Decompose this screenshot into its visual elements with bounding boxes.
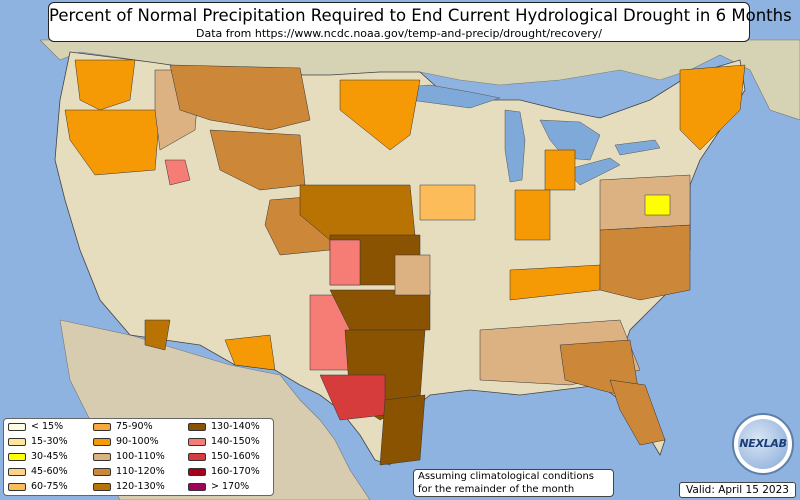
legend-label: 140-150% [211,436,260,447]
legend-swatch [188,482,206,491]
legend-label: < 15% [31,421,64,432]
region-pacific-northwest-90-100 [74,59,136,111]
legend-label: 90-100% [116,436,159,447]
legend-item: 75-90% [93,421,153,433]
legend-item: 60-75% [8,481,68,493]
climatology-note: Assuming climatological conditions for t… [413,469,614,497]
nexlab-logo: NEXLAB [732,413,794,475]
legend-swatch [188,437,206,446]
region-florida-110-120 [609,379,666,446]
legend-item: 150-160% [188,451,260,463]
legend-item: 140-150% [188,436,260,448]
legend: < 15% 15-30% 30-45% 45-60% 60-75% 75-90% 90-10… [3,418,274,496]
valid-date: Valid: April 15 2023 [679,482,796,498]
legend-swatch [8,467,26,476]
drought-regions [64,59,746,466]
legend-swatch [93,482,111,491]
legend-label: 30-45% [31,451,68,462]
legend-label: 100-110% [116,451,165,462]
title-box: Percent of Normal Precipitation Required… [48,2,792,42]
legend-swatch [188,422,206,431]
region-new-england-90-100 [679,64,746,151]
legend-label: 130-140% [211,421,260,432]
legend-label: 160-170% [211,466,260,477]
legend-swatch [188,467,206,476]
legend-label: 45-60% [31,466,68,477]
legend-swatch [93,437,111,446]
region-michigan-90-100 [544,149,576,191]
legend-label: 15-30% [31,436,68,447]
note-line-1: Assuming climatological conditions [418,471,594,482]
legend-swatch [188,452,206,461]
region-wyoming-110-120 [209,129,306,191]
legend-item: 130-140% [188,421,260,433]
region-maryland-30-45 [644,194,671,216]
logo-globe [738,419,788,469]
region-utah-nevada-140-150 [164,159,191,186]
legend-item: > 170% [188,481,249,493]
legend-swatch [8,437,26,446]
region-arizona-90-100 [224,334,276,371]
legend-item: 100-110% [93,451,165,463]
legend-item: 90-100% [93,436,159,448]
legend-item: 110-120% [93,466,165,478]
region-oregon-90-100 [64,109,161,176]
legend-label: 60-75% [31,481,68,492]
legend-swatch [8,452,26,461]
legend-swatch [93,452,111,461]
note-line-2: for the remainder of the month [418,483,575,495]
legend-label: 120-130% [116,481,165,492]
region-minnesota-90-100 [339,79,421,151]
legend-swatch [93,467,111,476]
legend-item: 45-60% [8,466,68,478]
region-carolinas-110-120 [599,224,691,301]
legend-item: 160-170% [188,466,260,478]
legend-label: 110-120% [116,466,165,477]
legend-swatch [8,422,26,431]
map-title: Percent of Normal Precipitation Required… [49,6,792,25]
legend-label: > 170% [211,481,250,492]
region-kansas-west-140-150 [329,239,361,286]
legend-label: 75-90% [116,421,153,432]
region-texas-gulf-130-140 [379,394,426,466]
map-subtitle: Data from https://www.ncdc.noaa.gov/temp… [196,27,602,40]
region-montana-110-120 [169,64,311,131]
legend-swatch [93,422,111,431]
legend-item: 120-130% [93,481,165,493]
region-iowa-100-110 [419,184,476,221]
legend-item: 15-30% [8,436,68,448]
region-arizona-west-120-130 [144,319,171,351]
legend-item: < 15% [8,421,63,433]
region-missouri-100-110 [394,254,431,296]
region-indiana-90-100 [514,189,551,241]
logo-text: NEXLAB [739,437,787,450]
legend-label: 150-160% [211,451,260,462]
legend-swatch [8,482,26,491]
legend-item: 30-45% [8,451,68,463]
